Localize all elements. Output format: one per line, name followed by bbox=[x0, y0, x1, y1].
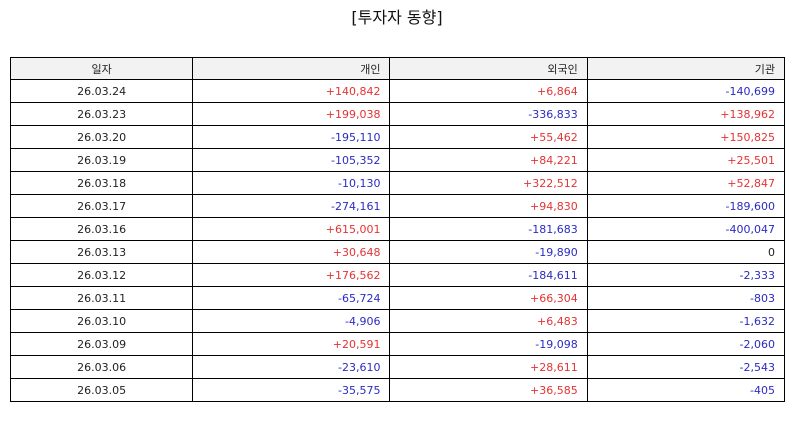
table-row: 26.03.16 +615,001 -181,683 -400,047 bbox=[9, 217, 786, 241]
cell-institution: 0 bbox=[586, 240, 786, 264]
cell-institution: -2,543 bbox=[586, 355, 786, 379]
cell-individual: -4,906 bbox=[192, 309, 391, 333]
cell-foreign: -19,890 bbox=[389, 240, 588, 264]
table-row: 26.03.10 -4,906 +6,483 -1,632 bbox=[9, 309, 786, 333]
table-row: 26.03.09 +20,591 -19,098 -2,060 bbox=[9, 332, 786, 356]
cell-institution: -1,632 bbox=[586, 309, 786, 333]
cell-institution: -803 bbox=[586, 286, 786, 310]
table-row: 26.03.24 +140,842 +6,864 -140,699 bbox=[9, 79, 786, 103]
cell-individual: +615,001 bbox=[192, 217, 391, 241]
cell-individual: +199,038 bbox=[192, 102, 391, 126]
cell-individual: +140,842 bbox=[192, 79, 391, 103]
table-row: 26.03.20 -195,110 +55,462 +150,825 bbox=[9, 125, 786, 149]
page-title: [투자자 동향] bbox=[351, 8, 443, 27]
table-header-row: 일자 개인 외국인 기관 bbox=[9, 57, 786, 80]
cell-date: 26.03.17 bbox=[9, 194, 194, 218]
cell-date: 26.03.11 bbox=[9, 286, 194, 310]
investor-flow-table: 일자 개인 외국인 기관 26.03.24 +140,842 +6,864 -140,… bbox=[9, 57, 786, 402]
cell-date: 26.03.05 bbox=[9, 378, 194, 402]
cell-date: 26.03.09 bbox=[9, 332, 194, 356]
table-row: 26.03.06 -23,610 +28,611 -2,543 bbox=[9, 355, 786, 379]
table-row: 26.03.05 -35,575 +36,585 -405 bbox=[9, 378, 786, 402]
cell-date: 26.03.13 bbox=[9, 240, 194, 264]
cell-date: 26.03.24 bbox=[9, 79, 194, 103]
cell-individual: +20,591 bbox=[192, 332, 391, 356]
cell-institution: -405 bbox=[586, 378, 786, 402]
table-row: 26.03.11 -65,724 +66,304 -803 bbox=[9, 286, 786, 310]
header-individual: 개인 bbox=[192, 57, 391, 80]
header-institution: 기관 bbox=[586, 57, 786, 80]
cell-individual: +176,562 bbox=[192, 263, 391, 287]
cell-date: 26.03.06 bbox=[9, 355, 194, 379]
cell-institution: -140,699 bbox=[586, 79, 786, 103]
cell-foreign: -184,611 bbox=[389, 263, 588, 287]
cell-institution: +52,847 bbox=[586, 171, 786, 195]
table-row: 26.03.13 +30,648 -19,890 0 bbox=[9, 240, 786, 264]
cell-institution: +25,501 bbox=[586, 148, 786, 172]
table-row: 26.03.12 +176,562 -184,611 -2,333 bbox=[9, 263, 786, 287]
cell-individual: -105,352 bbox=[192, 148, 391, 172]
cell-individual: -23,610 bbox=[192, 355, 391, 379]
cell-institution: -400,047 bbox=[586, 217, 786, 241]
cell-individual: -10,130 bbox=[192, 171, 391, 195]
cell-individual: -65,724 bbox=[192, 286, 391, 310]
cell-institution: +138,962 bbox=[586, 102, 786, 126]
cell-date: 26.03.19 bbox=[9, 148, 194, 172]
header-date: 일자 bbox=[9, 57, 194, 80]
cell-foreign: +28,611 bbox=[389, 355, 588, 379]
cell-foreign: +6,483 bbox=[389, 309, 588, 333]
cell-date: 26.03.10 bbox=[9, 309, 194, 333]
header-foreign: 외국인 bbox=[389, 57, 588, 80]
cell-date: 26.03.12 bbox=[9, 263, 194, 287]
cell-foreign: -19,098 bbox=[389, 332, 588, 356]
cell-individual: -35,575 bbox=[192, 378, 391, 402]
cell-foreign: +66,304 bbox=[389, 286, 588, 310]
cell-foreign: -336,833 bbox=[389, 102, 588, 126]
cell-foreign: +55,462 bbox=[389, 125, 588, 149]
cell-foreign: +94,830 bbox=[389, 194, 588, 218]
cell-foreign: +36,585 bbox=[389, 378, 588, 402]
cell-date: 26.03.23 bbox=[9, 102, 194, 126]
cell-date: 26.03.20 bbox=[9, 125, 194, 149]
cell-foreign: -181,683 bbox=[389, 217, 588, 241]
cell-foreign: +84,221 bbox=[389, 148, 588, 172]
cell-institution: -189,600 bbox=[586, 194, 786, 218]
cell-foreign: +322,512 bbox=[389, 171, 588, 195]
cell-date: 26.03.16 bbox=[9, 217, 194, 241]
cell-individual: +30,648 bbox=[192, 240, 391, 264]
cell-individual: -274,161 bbox=[192, 194, 391, 218]
cell-institution: -2,333 bbox=[586, 263, 786, 287]
cell-foreign: +6,864 bbox=[389, 79, 588, 103]
table-row: 26.03.17 -274,161 +94,830 -189,600 bbox=[9, 194, 786, 218]
table-row: 26.03.18 -10,130 +322,512 +52,847 bbox=[9, 171, 786, 195]
cell-individual: -195,110 bbox=[192, 125, 391, 149]
table-row: 26.03.23 +199,038 -336,833 +138,962 bbox=[9, 102, 786, 126]
cell-date: 26.03.18 bbox=[9, 171, 194, 195]
cell-institution: +150,825 bbox=[586, 125, 786, 149]
cell-institution: -2,060 bbox=[586, 332, 786, 356]
table-row: 26.03.19 -105,352 +84,221 +25,501 bbox=[9, 148, 786, 172]
